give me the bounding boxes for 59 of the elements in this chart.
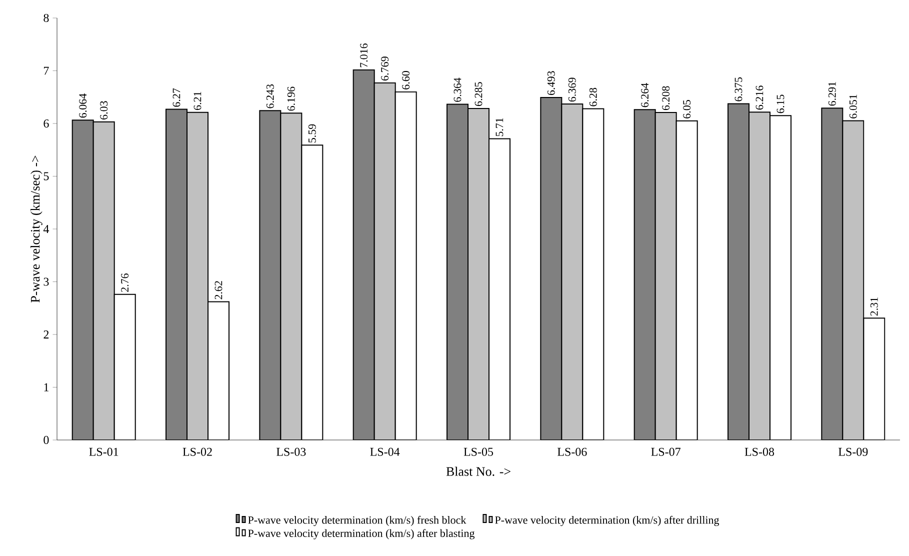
y-tick-label: 2 (44, 330, 49, 338)
data-label: 6.493 (547, 71, 555, 96)
x-tick-label: LS-03 (276, 448, 306, 456)
x-tick-label: LS-09 (838, 448, 868, 456)
y-tick-label: 8 (44, 14, 49, 22)
data-label: 6.208 (662, 86, 670, 110)
data-label: 6.60 (402, 71, 410, 90)
y-tick-label: 3 (44, 278, 49, 286)
bar (634, 109, 656, 440)
data-label: 6.364 (454, 78, 462, 102)
data-label: 6.769 (381, 56, 389, 80)
bar (728, 103, 750, 440)
data-label: 6.28 (589, 88, 597, 106)
data-label: 2.76 (121, 273, 129, 292)
legend-label: P-wave velocity determination (km/s) after drilling (495, 516, 720, 526)
y-axis-title: P-wave velocity (km/sec) -> (30, 156, 42, 302)
bar (821, 108, 844, 440)
data-label: 5.59 (308, 124, 316, 142)
x-tick-label: LS-07 (651, 448, 680, 456)
y-tick-label: 0 (44, 436, 49, 444)
x-tick-label: LS-02 (182, 448, 212, 456)
x-tick-label: LS-01 (89, 448, 118, 456)
x-tick-label: LS-04 (370, 448, 400, 456)
y-tick-label: 7 (44, 66, 49, 75)
x-axis-title: Blast No. -> (446, 466, 510, 476)
data-label: 6.03 (100, 101, 108, 120)
bar (259, 110, 282, 440)
bar (72, 120, 94, 440)
data-label: 7.016 (360, 43, 368, 68)
data-label: 6.15 (776, 94, 784, 114)
x-tick-label: LS-08 (744, 448, 774, 456)
bar (166, 108, 188, 440)
data-label: 6.196 (287, 86, 295, 111)
x-tick-label: LS-06 (558, 448, 587, 456)
data-label: 6.291 (828, 82, 836, 106)
data-label: 6.216 (756, 86, 764, 110)
data-label: 6.264 (641, 82, 649, 108)
bar (540, 96, 562, 440)
data-label: 6.285 (474, 82, 482, 106)
bar (446, 104, 469, 440)
data-label: 6.05 (683, 100, 691, 118)
x-tick-label: LS-05 (464, 448, 494, 456)
legend-label: P-wave velocity determination (km/s) fresh block (248, 516, 466, 526)
legend-label: P-wave velocity determination (km/s) after blasting (248, 529, 475, 540)
data-label: 6.051 (849, 94, 857, 118)
y-tick-label: 5 (44, 172, 49, 180)
bar (352, 69, 375, 440)
data-label: 5.71 (496, 118, 504, 136)
y-tick-label: 4 (43, 225, 50, 233)
data-label: 6.064 (79, 94, 87, 118)
data-label: 6.21 (194, 92, 202, 110)
data-label: 6.369 (568, 78, 576, 102)
y-tick-label: 1 (44, 383, 48, 392)
y-tick-label: 6 (44, 119, 49, 128)
data-label: 2.62 (214, 281, 222, 300)
data-label: 2.31 (870, 298, 878, 316)
data-label: 6.27 (172, 88, 180, 107)
data-label: 6.243 (266, 84, 274, 108)
data-label: 6.375 (734, 77, 742, 102)
